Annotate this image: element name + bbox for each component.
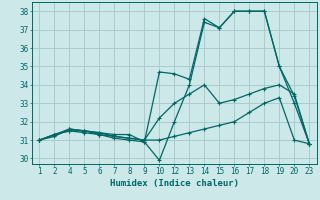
X-axis label: Humidex (Indice chaleur): Humidex (Indice chaleur) (110, 179, 239, 188)
